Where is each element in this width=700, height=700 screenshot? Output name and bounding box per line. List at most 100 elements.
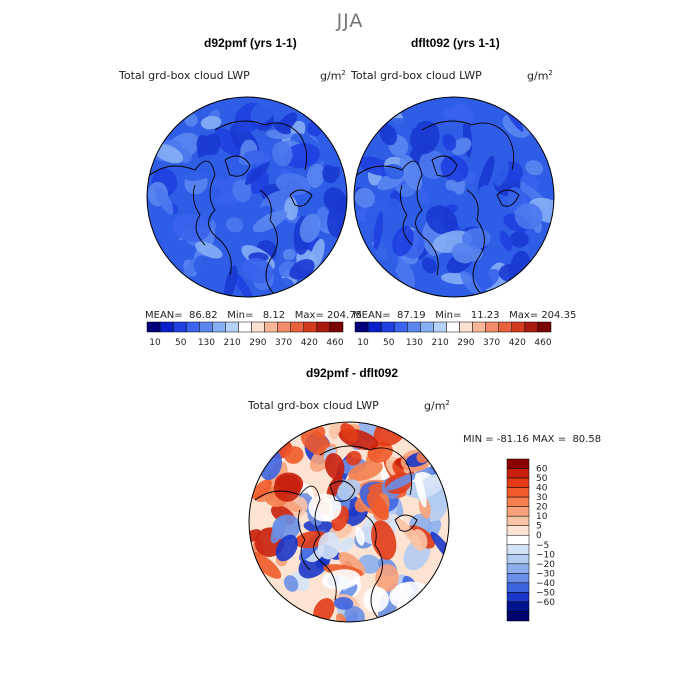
colorbar-swatch: [354, 321, 369, 333]
field-blob: [252, 210, 288, 233]
field-blob: [437, 97, 459, 115]
field-blob: [417, 188, 430, 205]
field-blob: [499, 231, 513, 252]
field-blob: [399, 154, 423, 191]
colorbar-swatch: [506, 573, 530, 584]
colorbar-swatch: [506, 534, 530, 546]
colorbar-swatch: [506, 525, 530, 536]
colorbar-swatch: [506, 544, 530, 555]
colorbar-swatch: [212, 321, 226, 333]
colorbar-swatch: [485, 321, 499, 333]
colorbar-tick-label: 460: [326, 338, 343, 348]
field-blob: [430, 531, 449, 565]
colorbar-tick-label: 210: [432, 338, 449, 348]
field-blob: [275, 534, 298, 562]
field-blob: [442, 133, 457, 151]
colorbar-tick-label: −30: [536, 569, 555, 579]
field-blob: [318, 531, 341, 560]
field-blob: [392, 225, 414, 257]
diff-variable: Total grd-box cloud LWP: [248, 399, 379, 412]
field-blob: [379, 123, 397, 146]
colorbar-tick-label: 50: [175, 338, 187, 348]
field-blob: [483, 246, 494, 258]
field-blob: [348, 461, 383, 481]
colorbar-tick-label: 210: [224, 338, 241, 348]
field-blob: [365, 197, 403, 229]
field-blob: [425, 205, 458, 235]
colorbar-tick-label: −50: [536, 588, 555, 598]
field-blob: [510, 231, 529, 248]
colorbar-swatch: [393, 321, 408, 333]
field-blob: [324, 453, 345, 480]
field-blob: [195, 241, 223, 259]
colorbar-tick-label: −10: [536, 550, 555, 560]
field-blob: [355, 526, 365, 546]
field-blob: [345, 450, 362, 466]
colorbar-swatch: [506, 458, 530, 469]
panel1-colorbar: 10 50 130 210 290 370 420 460: [146, 321, 344, 348]
colorbar-swatch: [506, 582, 530, 593]
colorbar-swatch: [506, 496, 530, 507]
field-blob: [327, 196, 347, 238]
field-blob: [344, 605, 365, 622]
field-blob: [326, 474, 343, 500]
colorbar-swatch: [506, 592, 530, 603]
field-blob: [308, 493, 342, 522]
diff-coastlines: [254, 445, 418, 621]
field-blob: [299, 213, 321, 243]
diff-title: d92pmf - dflt092: [306, 366, 399, 380]
colorbar-swatch: [185, 321, 200, 333]
colorbar-swatch: [380, 321, 395, 333]
colorbar-tick-label: 290: [457, 338, 474, 348]
field-blob: [282, 248, 296, 261]
colorbar-tick-label: 130: [198, 338, 215, 348]
colorbar-tick-label: 370: [275, 338, 292, 348]
panel1-field-blobs: [147, 101, 347, 297]
colorbar-swatch: [290, 321, 305, 333]
colorbar-tick-label: −20: [536, 560, 555, 570]
colorbar-swatch: [225, 321, 239, 333]
diff-minmax: MIN = -81.16 MAX = 80.58: [463, 434, 602, 445]
colorbar-tick-label: −60: [536, 598, 555, 608]
field-blob: [373, 211, 384, 250]
figure-season-title: JJA: [336, 10, 364, 32]
field-blob: [249, 551, 282, 579]
field-blob: [272, 514, 301, 541]
colorbar-tick-label: 420: [301, 338, 318, 348]
field-blob: [395, 516, 422, 548]
colorbar-tick-label: 10: [536, 512, 548, 522]
colorbar-swatch: [420, 321, 434, 333]
colorbar-swatch: [506, 477, 530, 488]
colorbar-tick-label: 30: [536, 493, 548, 503]
colorbar-swatch: [446, 321, 460, 333]
diff-map: [248, 421, 450, 623]
colorbar-swatch: [506, 506, 530, 517]
panel1-field: [147, 97, 347, 297]
diff-field-blobs: [249, 422, 449, 622]
field-blob: [522, 174, 540, 189]
colorbar-tick-label: 0: [536, 531, 542, 541]
field-blob: [172, 213, 211, 242]
panel1-coastlines: [149, 120, 313, 296]
field-blob: [197, 133, 221, 162]
field-blob: [300, 428, 331, 456]
field-blob: [451, 137, 472, 155]
colorbar-swatch: [367, 321, 382, 333]
field-blob: [273, 474, 302, 502]
colorbar-swatch: [277, 321, 291, 333]
colorbar-swatch: [316, 321, 331, 333]
field-blob: [224, 265, 238, 297]
panel2-stats: MEAN= 87.19 Min= 11.23 Max= 204.35: [353, 310, 577, 321]
field-blob: [371, 520, 397, 560]
colorbar-swatch: [407, 321, 421, 333]
field-blob: [493, 158, 509, 187]
field-blob: [201, 186, 221, 202]
field-blob: [214, 128, 242, 156]
panel2-variable: Total grd-box cloud LWP: [351, 69, 482, 82]
colorbar-tick-label: −40: [536, 579, 555, 589]
field-blob: [460, 270, 481, 296]
field-blob: [337, 479, 361, 501]
colorbar-swatch: [524, 321, 539, 333]
